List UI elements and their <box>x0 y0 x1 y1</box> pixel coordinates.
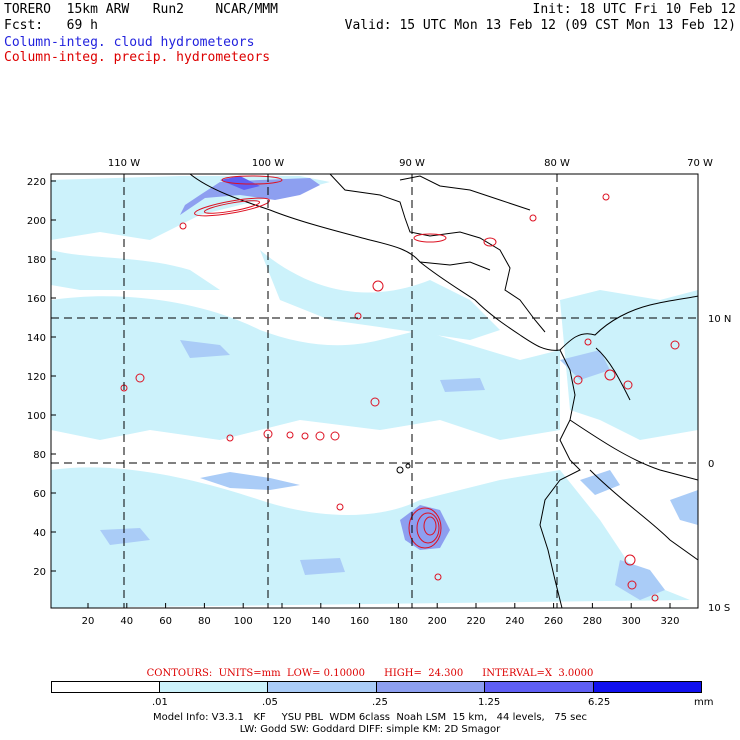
contours-low: LOW= 0.10000 <box>286 668 366 679</box>
grid-label-y: 180 <box>27 255 46 266</box>
grid-label-x: 260 <box>544 616 563 627</box>
lon-label: 70 W <box>687 158 713 169</box>
colorbar-label: .01 <box>152 697 168 708</box>
left-grid-labels: 220 200 180 160 140 120 100 80 60 40 20 <box>27 177 56 578</box>
precip-contours <box>120 175 680 602</box>
model-info: Model Info: V3.3.1 KF YSU PBL WDM 6class… <box>152 712 588 723</box>
contours-label: CONTOURS: <box>146 668 213 679</box>
grid-label-x: 120 <box>272 616 291 627</box>
grid-label-y: 220 <box>27 177 46 188</box>
colorbar-segment <box>592 682 701 692</box>
colorbar-segment <box>484 682 593 692</box>
colorbar-segment <box>158 682 267 692</box>
grid-label-x: 280 <box>583 616 602 627</box>
bottom-grid-labels: 20 40 60 80 100 120 140 160 180 200 220 240 260 280 30… <box>82 603 680 627</box>
grid-label-x: 320 <box>660 616 679 627</box>
coastlines <box>189 174 698 608</box>
init-time: Init: 18 UTC Fri 10 Feb 12 <box>532 2 737 17</box>
lon-label: 80 W <box>544 158 570 169</box>
model-physics: LW: Godd SW: Goddard DIFF: simple KM: 2D… <box>239 724 501 735</box>
grid-label-x: 240 <box>505 616 524 627</box>
grid-label-y: 120 <box>27 372 46 383</box>
lon-label: 110 W <box>108 158 140 169</box>
grid-label-y: 100 <box>27 411 46 422</box>
grid-label-x: 300 <box>622 616 641 627</box>
grid-label-y: 20 <box>33 567 46 578</box>
legend-precip: Column-integ. precip. hydrometeors <box>4 50 271 65</box>
contours-info: CONTOURS: UNITS=mm LOW= 0.10000 HIGH= 24… <box>0 668 740 679</box>
colorbar-unit: mm <box>694 697 714 708</box>
lat-label: 10 N <box>708 314 731 325</box>
contours-units: UNITS=mm <box>218 668 281 679</box>
colorbar-label: 1.25 <box>478 697 501 708</box>
grid-label-x: 180 <box>389 616 408 627</box>
grid-label-x: 20 <box>82 616 95 627</box>
grid-label-x: 220 <box>466 616 485 627</box>
colorbar-label: 6.25 <box>588 697 611 708</box>
grid-label-y: 200 <box>27 216 46 227</box>
run-title: TORERO 15km ARW Run2 NCAR/MMM <box>4 2 278 17</box>
grid-label-x: 40 <box>120 616 133 627</box>
colorbar-label: .05 <box>262 697 278 708</box>
grid-label-y: 40 <box>33 528 46 539</box>
colorbar-label: .25 <box>372 697 388 708</box>
contours-interval: INTERVAL=X 3.0000 <box>482 668 594 679</box>
map-frame <box>50 173 699 609</box>
grid-label-x: 160 <box>350 616 369 627</box>
grid-label-x: 100 <box>234 616 253 627</box>
grid-label-y: 60 <box>33 489 46 500</box>
valid-time: Valid: 15 UTC Mon 13 Feb 12 (09 CST Mon … <box>344 18 736 33</box>
lon-label: 100 W <box>252 158 284 169</box>
grid-label-x: 60 <box>159 616 172 627</box>
grid-label-x: 200 <box>428 616 447 627</box>
colorbar-segment <box>267 682 376 692</box>
grid-label-y: 140 <box>27 333 46 344</box>
legend-cloud: Column-integ. cloud hydrometeors <box>4 35 255 50</box>
lon-label: 90 W <box>399 158 425 169</box>
grid-label-x: 140 <box>311 616 330 627</box>
forecast-hour: Fcst: 69 h <box>4 18 98 33</box>
top-lon-labels: 110 W 100 W 90 W 80 W 70 W <box>108 158 713 169</box>
latlon-grid <box>51 174 698 608</box>
cloud-shading <box>51 176 698 608</box>
lat-label: 10 S <box>708 603 730 614</box>
contours-high: HIGH= 24.300 <box>384 668 464 679</box>
colorbar-segment <box>375 682 484 692</box>
colorbar-segment <box>52 682 159 692</box>
grid-label-x: 80 <box>198 616 211 627</box>
grid-label-y: 160 <box>27 294 46 305</box>
grid-label-y: 80 <box>33 450 46 461</box>
right-lat-labels: 10 N 0 10 S <box>708 314 731 614</box>
colorbar <box>51 681 702 693</box>
lat-label: 0 <box>708 459 714 470</box>
